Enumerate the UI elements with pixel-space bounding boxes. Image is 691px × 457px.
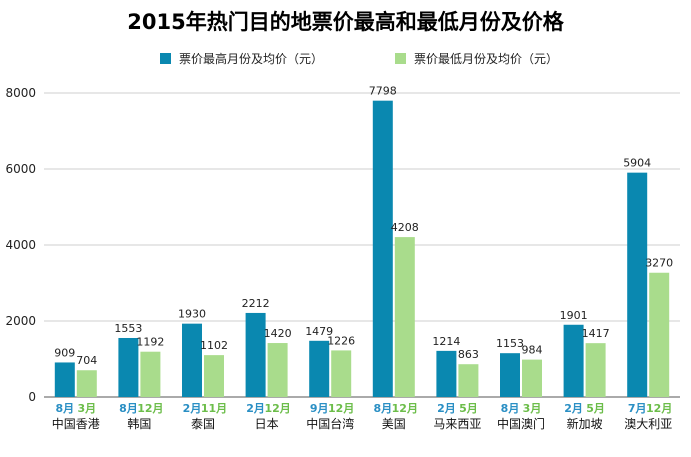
bar-highest-2: [182, 323, 202, 397]
x-tick-label-1: 韩国: [127, 416, 151, 431]
month-label-lowest-5: 12月: [392, 402, 418, 415]
legend-label-highest: 票价最高月份及均价（元）: [179, 52, 324, 66]
data-label-lowest-8: 1417: [582, 327, 610, 340]
bar-highest-3: [245, 312, 266, 397]
x-tick-label-4: 中国台湾: [306, 416, 354, 431]
data-label-highest-6: 1214: [432, 335, 460, 348]
data-label-lowest-4: 1226: [327, 334, 355, 347]
legend: 票价最高月份及均价（元） 票价最低月份及均价（元）: [0, 50, 691, 68]
legend-item-highest: 票价最高月份及均价（元）: [160, 50, 323, 67]
month-label-highest-8: 2月: [564, 402, 583, 415]
data-label-lowest-6: 863: [458, 348, 479, 361]
data-label-highest-8: 1901: [560, 309, 588, 322]
bar-lowest-2: [204, 355, 224, 397]
bar-lowest-7: [522, 359, 542, 397]
data-label-highest-2: 1930: [178, 308, 206, 321]
month-label-lowest-0: 3月: [77, 402, 96, 415]
bar-lowest-6: [458, 364, 479, 397]
x-tick-label-6: 马来西亚: [433, 417, 481, 431]
x-tick-label-3: 日本: [255, 417, 279, 431]
month-label-lowest-9: 12月: [646, 402, 672, 415]
bar-highest-6: [436, 350, 457, 397]
data-label-highest-1: 1553: [114, 322, 142, 335]
data-label-lowest-1: 1192: [136, 336, 164, 349]
y-tick-label-4000: 4000: [5, 238, 36, 252]
month-label-lowest-4: 12月: [328, 402, 354, 415]
bar-highest-0: [54, 362, 75, 397]
bar-highest-9: [627, 172, 648, 397]
bar-lowest-8: [585, 343, 606, 397]
x-tick-label-5: 美国: [382, 417, 406, 431]
bar-lowest-9: [649, 272, 670, 397]
month-label-highest-1: 8月: [119, 402, 138, 415]
bar-highest-1: [118, 337, 139, 397]
month-label-highest-6: 2月: [437, 402, 456, 415]
bar-lowest-1: [140, 351, 161, 397]
month-label-lowest-6: 5月: [459, 402, 478, 415]
month-label-highest-0: 8月: [55, 402, 74, 415]
data-label-lowest-0: 704: [76, 354, 97, 367]
month-label-lowest-8: 5月: [586, 402, 605, 415]
data-label-highest-5: 7798: [369, 85, 397, 98]
bar-highest-5: [372, 100, 393, 398]
month-label-highest-3: 2月: [246, 402, 265, 415]
month-label-highest-5: 8月: [373, 402, 392, 415]
data-label-lowest-9: 3270: [645, 257, 673, 270]
bar-highest-8: [563, 324, 584, 397]
data-label-highest-9: 5904: [623, 157, 651, 170]
y-tick-label-0: 0: [28, 390, 36, 404]
data-label-lowest-7: 984: [522, 344, 543, 357]
y-tick-label-6000: 6000: [5, 162, 36, 176]
legend-swatch-lowest: [395, 53, 406, 64]
month-label-lowest-3: 12月: [264, 402, 290, 415]
bar-highest-4: [309, 340, 330, 397]
month-label-highest-2: 2月: [183, 402, 202, 415]
data-label-highest-0: 909: [54, 346, 75, 359]
x-tick-label-0: 中国香港: [52, 416, 100, 431]
month-label-lowest-7: 3月: [523, 402, 542, 415]
data-label-lowest-3: 1420: [264, 327, 292, 340]
x-tick-label-9: 澳大利亚: [624, 417, 672, 431]
bar-lowest-0: [76, 370, 97, 397]
y-tick-label-8000: 8000: [5, 86, 36, 100]
data-label-lowest-5: 4208: [391, 221, 419, 234]
month-label-lowest-1: 12月: [137, 402, 163, 415]
month-label-highest-4: 9月: [310, 402, 329, 415]
month-label-highest-9: 7月: [628, 402, 647, 415]
data-label-highest-4: 1479: [305, 325, 333, 338]
bar-lowest-3: [267, 343, 288, 397]
month-label-highest-7: 8月: [501, 402, 520, 415]
legend-item-lowest: 票价最低月份及均价（元）: [395, 50, 558, 67]
chart-title: 2015年热门目的地票价最高和最低月份及价格: [127, 10, 564, 34]
y-tick-label-2000: 2000: [5, 314, 36, 328]
data-label-highest-7: 1153: [496, 337, 524, 350]
bar-lowest-5: [394, 237, 415, 397]
x-tick-label-8: 新加坡: [567, 416, 603, 431]
month-label-lowest-2: 11月: [201, 402, 227, 415]
data-label-highest-3: 2212: [242, 297, 270, 310]
x-tick-label-2: 泰国: [191, 417, 215, 431]
bar-highest-7: [500, 353, 520, 397]
legend-swatch-highest: [160, 53, 171, 64]
bar-lowest-4: [331, 350, 352, 397]
legend-label-lowest: 票价最低月份及均价（元）: [414, 52, 559, 66]
data-label-lowest-2: 1102: [200, 339, 228, 352]
x-tick-label-7: 中国澳门: [497, 416, 545, 431]
